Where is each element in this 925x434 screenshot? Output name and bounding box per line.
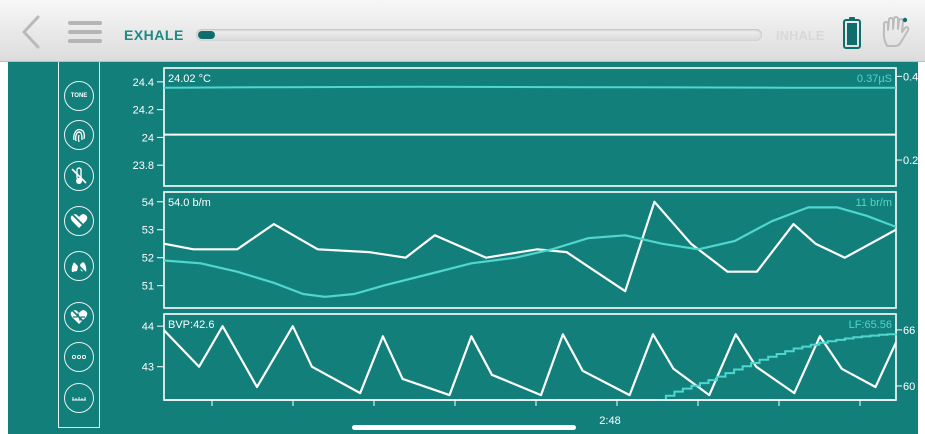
thermometer-off-icon xyxy=(71,167,87,184)
heart-off-icon xyxy=(70,213,88,229)
more-button[interactable] xyxy=(64,342,94,372)
y2-tick-label: 66 xyxy=(903,325,915,337)
breath-pacer-track xyxy=(196,29,762,41)
top-bar: EXHALE INHALE xyxy=(0,0,925,62)
heart-toggle[interactable] xyxy=(64,206,94,236)
y-tick-label: 43 xyxy=(142,362,154,374)
y2-tick-label: 0.2 xyxy=(903,155,918,167)
exhale-label: EXHALE xyxy=(124,27,184,43)
heart-pulse-off-icon xyxy=(70,309,88,325)
scale-button[interactable] xyxy=(64,383,94,413)
series-line-2-1 xyxy=(657,333,897,401)
chart-frame-1 xyxy=(163,191,897,309)
readout-left: 54.0 b/m xyxy=(168,197,211,209)
readout-right: 0.37µS xyxy=(857,73,892,85)
battery-icon[interactable] xyxy=(843,17,861,49)
y-tick-label: 54 xyxy=(142,197,154,209)
y-tick-label: 23.8 xyxy=(133,160,154,172)
y-tick-label: 24.4 xyxy=(133,77,154,89)
y-tick-label: 53 xyxy=(142,225,154,237)
y-tick-label: 52 xyxy=(142,253,154,265)
lungs-toggle[interactable] xyxy=(64,251,94,281)
hand-icon[interactable] xyxy=(880,16,910,48)
series-line-0-1 xyxy=(163,85,896,89)
sidebar: TONE xyxy=(58,62,100,428)
series-line-1-1 xyxy=(163,206,897,298)
series-line-2-0 xyxy=(163,325,897,397)
lungs-off-icon xyxy=(71,258,87,274)
y-tick-label: 51 xyxy=(142,281,154,293)
hrv-toggle[interactable] xyxy=(64,302,94,332)
hamburger-menu-icon[interactable] xyxy=(68,20,102,44)
breath-pacer-fill xyxy=(198,31,215,39)
back-chevron-icon[interactable] xyxy=(16,14,46,50)
y-tick-label: 24.2 xyxy=(133,105,154,117)
readout-right: 11 br/m xyxy=(856,197,892,209)
y2-tick-label: 0.4 xyxy=(903,71,918,83)
series-line-1-0 xyxy=(163,200,897,293)
tone-button[interactable]: TONE xyxy=(64,81,94,111)
y-tick-label: 44 xyxy=(142,321,154,333)
chart-frame-0 xyxy=(163,67,897,187)
dots-icon xyxy=(71,354,87,360)
x-tick-label: 2:48 xyxy=(599,415,620,427)
y2-tick-label: 60 xyxy=(903,381,915,393)
readout-left: BVP:42.6 xyxy=(168,319,214,331)
ruler-icon xyxy=(72,397,86,401)
biofeedback-panel: TONE xyxy=(8,62,918,434)
tone-button-label: TONE xyxy=(70,93,88,99)
readout-left: 24.02 °C xyxy=(168,73,211,85)
readout-right: LF:65.56 xyxy=(849,319,892,331)
y-tick-label: 24 xyxy=(142,132,154,144)
signal-charts: 24.4 24.2 24 23.8 0.4 0.2 24.02 °C 0.37µS 54 53 52… xyxy=(133,67,918,427)
inhale-label: INHALE xyxy=(776,28,825,43)
temperature-toggle[interactable] xyxy=(64,161,94,191)
fingerprint-button[interactable] xyxy=(64,120,94,150)
home-indicator[interactable] xyxy=(352,425,576,430)
fingerprint-icon xyxy=(73,128,85,143)
